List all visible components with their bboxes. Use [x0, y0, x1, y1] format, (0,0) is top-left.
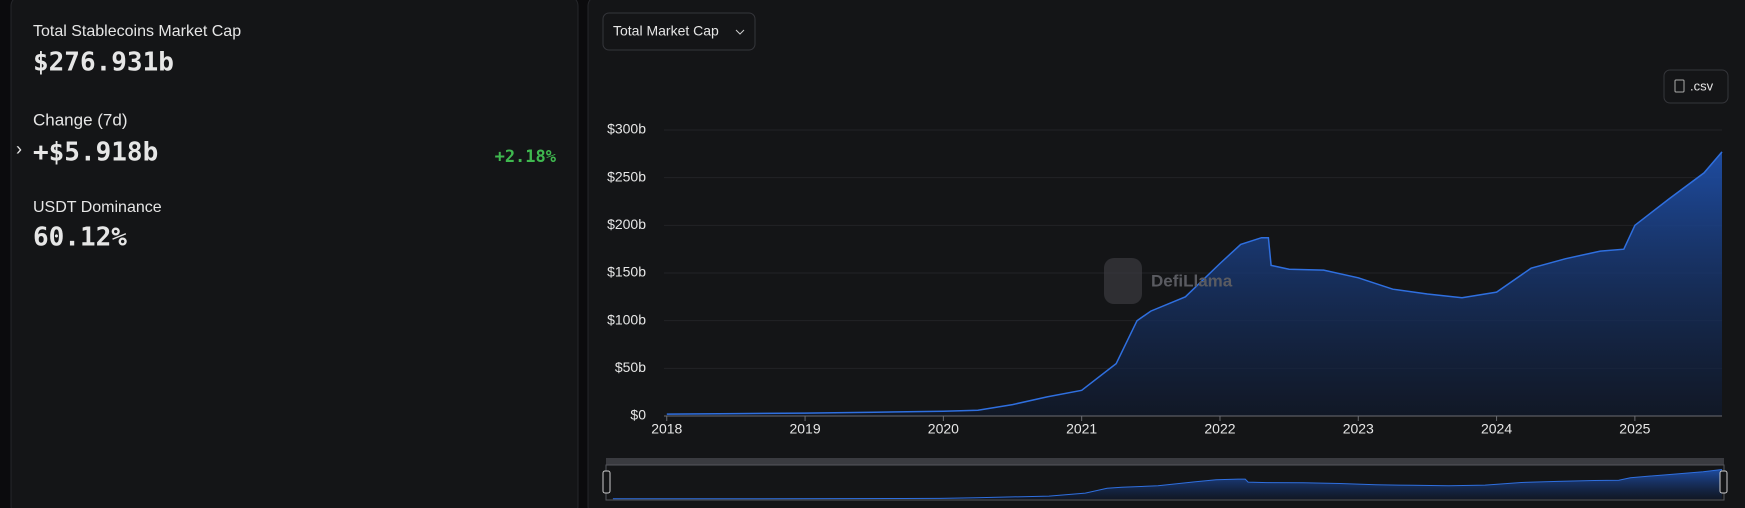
stat-value: +$5.918b	[33, 138, 158, 168]
x-tick-label: 2021	[1066, 421, 1097, 437]
stat-label: USDT Dominance	[33, 199, 162, 216]
x-tick-label: 2018	[651, 421, 682, 437]
navigator-handle[interactable]	[1719, 470, 1728, 494]
stats-panel	[10, 0, 579, 508]
y-tick-label: $0	[630, 407, 646, 423]
stat-label: Total Stablecoins Market Cap	[33, 23, 241, 40]
series-area	[666, 151, 1722, 416]
navigator-handle[interactable]	[602, 470, 611, 494]
dropdown-label: Total Market Cap	[613, 23, 719, 39]
y-tick-label: $250b	[607, 168, 646, 184]
navigator-area	[612, 469, 1722, 499]
stat-value: $276.931b	[33, 48, 174, 78]
x-tick-label: 2024	[1481, 421, 1512, 437]
watermark-logo	[1104, 258, 1142, 304]
dropdown[interactable]	[602, 12, 756, 51]
x-tick-label: 2022	[1204, 421, 1235, 437]
change-percent: +2.18%	[495, 147, 557, 167]
dropdown-caret	[735, 29, 745, 35]
navigator-line	[612, 469, 1723, 500]
chart-panel	[587, 0, 1745, 508]
expand-arrow[interactable]: ›	[16, 139, 22, 159]
stat-value: 60.12%	[33, 223, 127, 253]
y-tick-label: $300b	[607, 121, 646, 137]
x-tick-label: 2020	[928, 421, 959, 437]
stat-label: Change (7d)	[33, 110, 128, 129]
series-line	[666, 151, 1723, 415]
watermark: DefiLlama	[1151, 271, 1233, 290]
navigator-bar[interactable]	[606, 458, 1724, 465]
y-tick-label: $200b	[607, 216, 646, 232]
y-tick-label: $150b	[607, 264, 646, 280]
csv-button[interactable]	[1663, 69, 1729, 104]
y-tick-label: $100b	[607, 311, 646, 327]
x-tick-label: 2025	[1619, 421, 1650, 437]
x-tick-label: 2019	[789, 421, 820, 437]
csv-label: .csv	[1690, 78, 1714, 93]
x-tick-label: 2023	[1343, 421, 1374, 437]
y-tick-label: $50b	[615, 359, 646, 375]
csv-icon	[1674, 79, 1685, 93]
